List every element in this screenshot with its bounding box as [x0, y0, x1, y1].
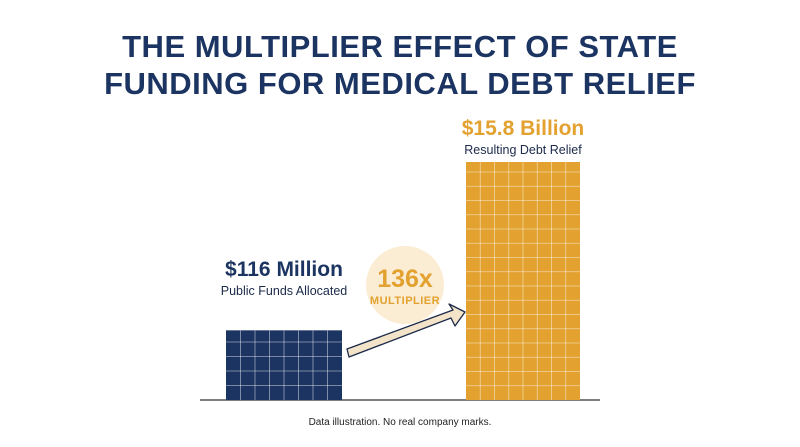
multiplier-label: MULTIPLIER: [370, 295, 440, 307]
title-line-2: FUNDING FOR MEDICAL DEBT RELIEF: [104, 66, 696, 101]
value-label-public-funds: $116 Million: [225, 258, 343, 281]
chart-title: THE MULTIPLIER EFFECT OF STATE FUNDING F…: [0, 28, 800, 102]
value-label-resulting-relief: $15.8 Billion: [462, 117, 585, 140]
bar-resulting-relief: [466, 162, 580, 400]
bar-public-funds: [226, 330, 342, 400]
footnote: Data illustration. No real company marks…: [308, 417, 492, 428]
category-label-public-funds: Public Funds Allocated: [221, 284, 348, 298]
category-label-resulting-relief: Resulting Debt Relief: [464, 143, 582, 157]
multiplier-value: 136x: [377, 265, 433, 293]
multiplier-arrow: [346, 303, 466, 358]
title-line-1: THE MULTIPLIER EFFECT OF STATE: [122, 29, 678, 64]
multiplier-circle: [366, 246, 444, 324]
